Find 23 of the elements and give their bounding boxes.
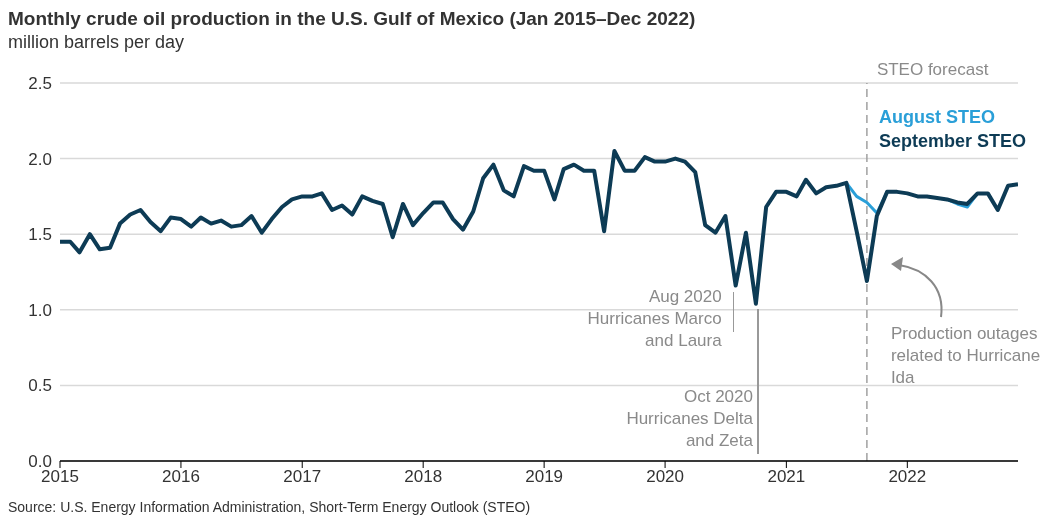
chart-subtitle: million barrels per day [8, 32, 186, 53]
annotation: Production outages related to Hurricane Ida [890, 323, 1041, 390]
x-tick-label: 2018 [404, 467, 443, 487]
annotation: Aug 2020 Hurricanes Marco and Laura [587, 285, 722, 352]
y-tick-label: 2.0 [28, 149, 52, 169]
line-series [60, 149, 1018, 306]
text: August STEO [878, 106, 996, 129]
x-tick-label: 2016 [162, 467, 200, 487]
x-tick-label: 2015 [41, 467, 79, 487]
y-tick-label: 1.5 [28, 225, 52, 245]
annotation: Oct 2020 Hurricanes Delta and Zeta [626, 386, 753, 452]
ref-line-label: STEO forecast [876, 60, 989, 79]
x-tick-label: 2022 [888, 467, 927, 487]
x-tick-label: 2020 [646, 467, 684, 487]
series-label: September STEO [878, 130, 1026, 153]
chart-title: Monthly crude oil production in the U.S. Gulf of Mexico (Jan 2015–Dec 2022) [8, 8, 697, 30]
x-tick-label: 2021 [767, 467, 806, 487]
source-note: Source: U.S. Energy Information Administration, Short-Term Energy Outlook (STEO) [8, 499, 532, 515]
y-tick-label: 2.5 [28, 74, 52, 94]
y-tick-label: 1.0 [28, 300, 52, 320]
x-tick-label: 2019 [525, 467, 564, 487]
x-tick-label: 2017 [283, 467, 322, 487]
y-tick-label: 0.5 [28, 376, 52, 396]
